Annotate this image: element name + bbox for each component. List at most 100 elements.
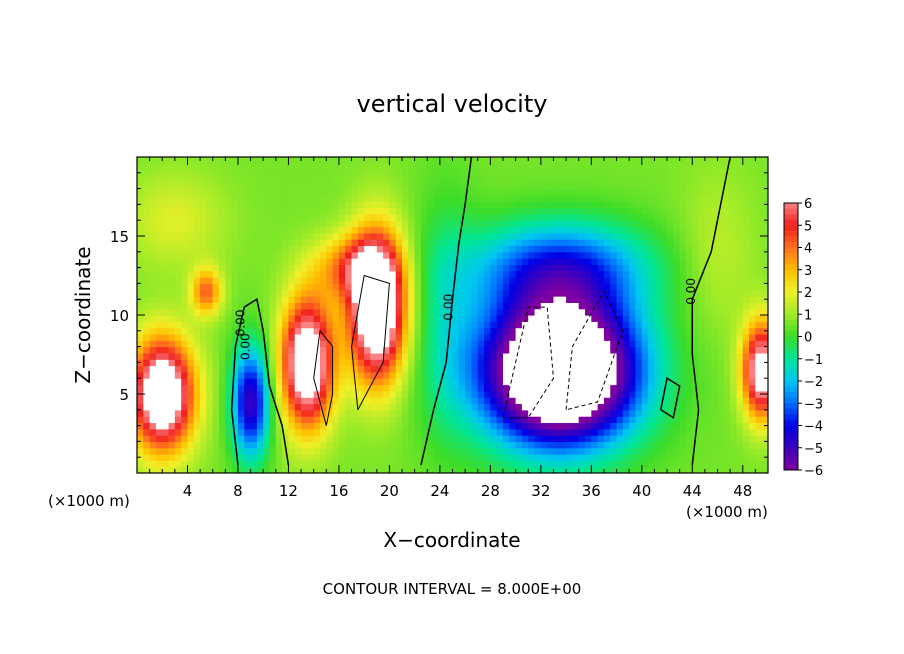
field-cell: [591, 289, 599, 297]
field-cell: [547, 422, 555, 430]
field-cell: [338, 352, 346, 360]
field-cell: [477, 378, 485, 386]
field-cell: [282, 220, 290, 228]
field-cell: [439, 447, 447, 455]
field-cell: [351, 333, 359, 341]
field-cell: [187, 308, 195, 316]
field-cell: [723, 308, 731, 316]
field-cell: [496, 378, 504, 386]
field-cell: [282, 270, 290, 278]
field-cell: [294, 460, 302, 468]
field-cell: [515, 245, 523, 253]
field-cell: [326, 315, 334, 322]
field-cell: [641, 315, 649, 322]
field-cell: [212, 182, 220, 190]
field-cell: [742, 384, 750, 392]
field-cell: [704, 454, 712, 461]
field-cell: [591, 321, 599, 329]
field-cell: [433, 296, 441, 303]
field-cell: [648, 207, 656, 215]
field-cell: [622, 163, 630, 171]
field-cell: [168, 346, 176, 354]
field-cell: [553, 258, 561, 266]
field-cell: [502, 182, 510, 190]
field-cell: [376, 397, 384, 405]
field-cell: [717, 157, 725, 164]
field-cell: [231, 194, 239, 202]
field-cell: [200, 403, 208, 411]
field-cell: [402, 346, 409, 354]
field-cell: [667, 466, 674, 473]
field-cell: [761, 321, 768, 329]
field-cell: [458, 302, 466, 310]
field-cell: [433, 333, 441, 341]
field-cell: [616, 378, 624, 386]
field-cell: [502, 321, 510, 329]
field-cell: [288, 169, 296, 177]
field-cell: [345, 447, 353, 455]
field-cell: [641, 226, 649, 234]
field-cell: [704, 251, 712, 259]
field-cell: [723, 346, 731, 354]
field-cell: [673, 435, 681, 442]
field-cell: [225, 201, 233, 209]
field-cell: [149, 169, 157, 177]
field-cell: [654, 169, 662, 177]
field-cell: [679, 163, 687, 171]
field-cell: [591, 315, 599, 322]
field-cell: [187, 441, 195, 449]
field-cell: [496, 447, 504, 455]
field-cell: [263, 390, 271, 398]
field-cell: [187, 283, 195, 291]
field-cell: [755, 327, 763, 335]
field-cell: [698, 352, 706, 360]
field-cell: [629, 258, 637, 266]
field-cell: [307, 175, 315, 183]
field-cell: [660, 270, 668, 278]
field-cell: [698, 409, 706, 417]
field-cell: [168, 283, 176, 291]
field-cell: [603, 352, 611, 360]
field-cell: [736, 194, 744, 202]
field-cell: [446, 315, 454, 322]
field-cell: [667, 359, 674, 367]
field-cell: [174, 169, 182, 177]
field-cell: [761, 371, 768, 379]
field-cell: [755, 258, 763, 266]
field-cell: [654, 454, 662, 461]
field-cell: [212, 194, 220, 202]
field-cell: [566, 239, 573, 247]
field-cell: [509, 277, 517, 284]
field-cell: [212, 365, 220, 373]
field-cell: [698, 213, 706, 221]
field-cell: [528, 352, 536, 360]
field-cell: [269, 352, 277, 360]
field-cell: [452, 371, 460, 379]
field-cell: [351, 371, 359, 379]
field-cell: [660, 226, 668, 234]
field-cell: [427, 378, 435, 386]
field-cell: [338, 308, 346, 316]
field-cell: [376, 175, 384, 183]
field-cell: [174, 157, 182, 164]
field-cell: [540, 302, 548, 310]
field-cell: [288, 302, 296, 310]
field-cell: [660, 441, 668, 449]
field-cell: [446, 277, 454, 284]
field-cell: [622, 365, 630, 373]
field-cell: [433, 441, 441, 449]
field-cell: [420, 277, 428, 284]
field-cell: [250, 232, 258, 240]
field-cell: [616, 175, 624, 183]
field-cell: [263, 220, 271, 228]
field-cell: [755, 428, 763, 436]
field-cell: [572, 365, 580, 373]
field-cell: [219, 220, 226, 228]
field-cell: [326, 239, 334, 247]
field-cell: [174, 340, 182, 348]
field-cell: [629, 460, 637, 468]
field-cell: [389, 182, 397, 190]
field-cell: [181, 289, 189, 297]
field-cell: [711, 435, 719, 442]
field-cell: [225, 289, 233, 297]
